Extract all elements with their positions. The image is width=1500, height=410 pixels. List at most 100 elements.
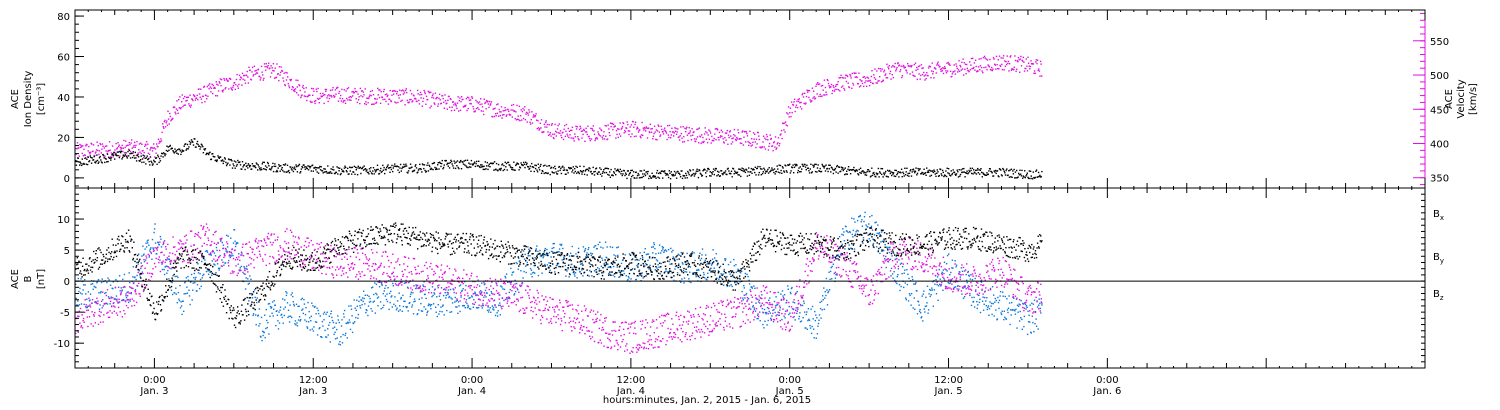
velocity-series-point xyxy=(888,68,890,70)
density-series-point xyxy=(473,162,475,164)
velocity-series-point xyxy=(592,125,594,127)
density-series-point xyxy=(81,164,83,167)
density-series-point xyxy=(875,172,878,174)
by-series-point xyxy=(455,300,457,302)
velocity-series-point xyxy=(140,152,142,155)
velocity-series-point xyxy=(176,100,178,102)
density-series-point xyxy=(1034,176,1036,179)
velocity-series-point xyxy=(966,67,968,70)
bz-series-point xyxy=(116,314,119,316)
by-series-point xyxy=(766,324,768,326)
density-series-point xyxy=(748,174,751,176)
density-series-point xyxy=(558,165,561,168)
by-series-point xyxy=(517,268,519,270)
by-series-point xyxy=(753,308,756,311)
by-series-point xyxy=(264,314,266,316)
by-series-point xyxy=(151,238,154,241)
by-series-point xyxy=(529,267,532,270)
bz-series-point xyxy=(85,304,87,306)
by-series-point xyxy=(640,273,643,275)
density-series-point xyxy=(930,174,933,177)
by-series-point xyxy=(1033,330,1035,333)
by-series-point xyxy=(338,321,340,324)
by-series-point xyxy=(988,314,990,316)
velocity-series-point xyxy=(362,96,364,98)
velocity-series-point xyxy=(337,100,340,102)
density-series-point xyxy=(95,160,97,162)
velocity-series-point xyxy=(883,69,886,71)
density-series-point xyxy=(422,164,424,166)
velocity-series-point xyxy=(86,144,88,146)
velocity-series-point xyxy=(632,121,634,123)
velocity-series-point xyxy=(422,100,424,103)
by-series-point xyxy=(449,311,451,313)
density-series-point xyxy=(464,159,467,162)
velocity-series-point xyxy=(284,83,286,86)
by-series-point xyxy=(561,243,563,246)
by-series-point xyxy=(965,273,967,276)
velocity-series-point xyxy=(559,130,562,132)
velocity-series-point xyxy=(946,62,948,64)
velocity-series-point xyxy=(346,97,348,100)
by-series-point xyxy=(915,282,917,284)
by-series-point xyxy=(647,253,650,255)
by-series-point xyxy=(592,257,594,259)
bz-series-point xyxy=(117,302,119,304)
density-series-point xyxy=(911,171,913,173)
by-series-point xyxy=(900,262,903,264)
by-series-point xyxy=(421,297,423,299)
velocity-series-point xyxy=(830,86,832,88)
by-series-point xyxy=(99,304,101,306)
density-series-point xyxy=(802,165,805,167)
velocity-series-point xyxy=(791,111,793,114)
velocity-series-point xyxy=(307,95,309,97)
velocity-series-point xyxy=(998,55,1001,57)
by-series-point xyxy=(652,246,654,248)
velocity-series-point xyxy=(460,96,463,98)
density-series-point xyxy=(143,161,145,163)
density-series-point xyxy=(819,167,821,170)
velocity-series-point xyxy=(656,139,658,141)
by-series-point xyxy=(174,275,176,278)
by-series-point xyxy=(584,248,587,250)
by-series-point xyxy=(940,284,942,286)
by-series-point xyxy=(229,256,231,259)
by-series-point xyxy=(641,272,643,274)
density-series-point xyxy=(800,171,802,173)
density-series-point xyxy=(472,164,474,166)
velocity-series-point xyxy=(291,88,293,91)
by-series-point xyxy=(557,251,559,253)
velocity-series-point xyxy=(880,70,882,72)
density-series-point xyxy=(165,153,167,155)
by-series-point xyxy=(763,327,765,329)
by-series-point xyxy=(793,302,796,304)
by-series-point xyxy=(546,248,548,251)
velocity-series-point xyxy=(515,119,518,121)
density-series-point xyxy=(937,175,940,177)
velocity-series-point xyxy=(503,113,505,116)
by-series-point xyxy=(243,266,245,268)
by-series-point xyxy=(95,286,97,289)
velocity-series-point xyxy=(803,102,805,105)
density-series-point xyxy=(730,173,732,175)
by-series-point xyxy=(980,281,983,283)
by-series-point xyxy=(808,318,810,321)
velocity-series-point xyxy=(425,95,428,97)
by-series-point xyxy=(727,263,730,266)
by-series-point xyxy=(712,270,715,272)
density-series-point xyxy=(944,174,946,177)
velocity-series-point xyxy=(539,128,541,130)
velocity-series-point xyxy=(485,108,487,110)
velocity-series-point xyxy=(979,65,982,67)
by-series-point xyxy=(784,310,787,312)
by-series-point xyxy=(338,343,340,345)
by-series-point xyxy=(771,315,773,317)
by-series-point xyxy=(100,290,102,293)
velocity-series-point xyxy=(434,103,436,105)
velocity-series-point xyxy=(368,96,370,98)
by-series-point xyxy=(775,304,778,306)
by-series-point xyxy=(353,299,355,301)
by-series-point xyxy=(637,275,640,277)
velocity-series-point xyxy=(508,113,510,115)
velocity-series-point xyxy=(269,76,272,78)
